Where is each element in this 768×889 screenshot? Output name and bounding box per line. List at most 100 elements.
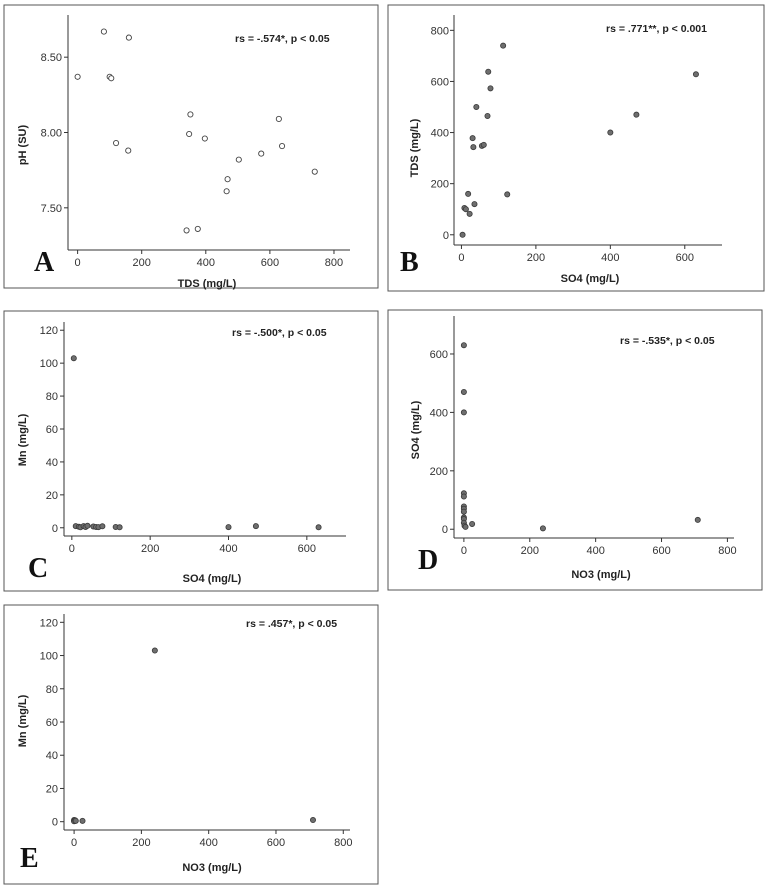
chart-a-point <box>186 130 193 138</box>
scatter-panel-e: 0 20 40 60 80 100 120 0 200 400 600 800 NO3 (mg/L) Mn… <box>0 596 384 889</box>
chart-c-point <box>225 524 232 531</box>
chart-c-x-tick-label: 0 <box>69 543 75 555</box>
chart-d-frame <box>387 309 763 591</box>
chart-a-y-tick-label: 8.00 <box>41 128 62 140</box>
chart-e-y-tick-label: 20 <box>46 783 58 795</box>
chart-b-point <box>469 135 476 142</box>
chart-a-point <box>187 111 194 118</box>
chart-b-x-axis-title: SO4 (mg/L) <box>561 273 620 285</box>
chart-d-x-tick-label: 200 <box>521 545 539 557</box>
chart-e-x-tick-label: 400 <box>200 837 218 849</box>
chart-a-point <box>74 73 81 80</box>
chart-b-point <box>633 111 640 118</box>
chart-e-point <box>79 817 86 824</box>
chart-e-x-tick-label: 600 <box>267 837 285 849</box>
chart-a-x-tick-label: 200 <box>133 257 151 269</box>
panel-label-c: C <box>28 553 49 584</box>
chart-b-y-tick-label: 600 <box>431 76 449 88</box>
chart-c-x-axis-title: SO4 (mg/L) <box>183 573 242 585</box>
chart-b-svg: 0 200 400 600 800 0 200 400 600 SO4 (mg/L) TDS (mg… <box>387 4 765 292</box>
chart-a-y-tick-label: 7.50 <box>41 203 62 215</box>
chart-a-x-tick-label: 400 <box>197 257 215 269</box>
chart-e-point <box>72 817 79 824</box>
chart-b-y-tick-label: 0 <box>443 230 449 242</box>
chart-c-y-tick-label: 100 <box>40 358 58 370</box>
chart-e-point <box>151 647 158 654</box>
chart-c-point <box>99 523 106 530</box>
chart-b-point <box>465 190 472 197</box>
chart-c-annotation: rs = -.500*, p < 0.05 <box>232 327 327 339</box>
chart-b-x-tick-label: 0 <box>458 252 464 264</box>
chart-d-y-tick-label: 400 <box>430 407 448 419</box>
chart-b-point <box>607 129 614 136</box>
chart-b-y-tick-label: 800 <box>431 25 449 37</box>
chart-a-point <box>279 143 286 150</box>
chart-a-point <box>311 168 318 175</box>
chart-b-frame <box>387 4 765 292</box>
chart-a-point <box>235 156 242 163</box>
chart-a-point <box>201 135 208 142</box>
chart-d-point <box>460 508 467 515</box>
chart-a-point <box>275 115 282 122</box>
chart-a-annotation: rs = -.574*, p < 0.05 <box>235 33 330 45</box>
chart-a-point <box>100 28 107 35</box>
chart-c-y-tick-label: 60 <box>46 424 58 436</box>
chart-e-annotation: rs = .457*, p < 0.05 <box>246 618 337 630</box>
chart-a-point <box>125 147 132 154</box>
chart-d-point <box>694 516 701 523</box>
chart-a-svg: 7.50 8.00 8.50 0 200 400 600 800 TDS (mg/L) pH (S… <box>3 4 379 290</box>
chart-d-x-axis-title: NO3 (mg/L) <box>571 569 631 581</box>
chart-e-svg: 0 20 40 60 80 100 120 0 200 400 600 800 NO3 (mg/L) Mn… <box>3 604 379 885</box>
chart-e-y-axis-title: Mn (mg/L) <box>17 694 29 747</box>
chart-b-point <box>487 85 494 92</box>
chart-a-point <box>125 34 132 41</box>
chart-c-y-axis-title: Mn (mg/L) <box>17 413 29 466</box>
chart-a-y-axis-title: pH (SU) <box>17 125 29 166</box>
chart-c-frame <box>3 310 379 592</box>
chart-b-point <box>500 42 507 49</box>
panel-label-a: A <box>34 247 55 278</box>
chart-c-y-tick-label: 40 <box>46 457 58 469</box>
chart-c-point <box>315 524 322 531</box>
chart-e-y-tick-label: 80 <box>46 684 58 696</box>
chart-b-point <box>470 144 477 151</box>
chart-e-y-tick-label: 0 <box>52 817 58 829</box>
chart-c-y-tick-label: 20 <box>46 490 58 502</box>
chart-b-point <box>466 210 473 217</box>
chart-d-point <box>460 388 467 395</box>
chart-d-x-tick-label: 400 <box>586 545 604 557</box>
chart-c-point <box>252 523 259 530</box>
chart-b-point <box>480 141 487 148</box>
chart-c-y-tick-label: 120 <box>40 325 58 337</box>
chart-d-y-tick-label: 0 <box>442 524 448 536</box>
scatter-panel-d: 0 200 400 600 0 200 400 600 800 NO3 (mg/L) SO4 (mg… <box>384 298 768 594</box>
chart-d-y-tick-label: 600 <box>430 349 448 361</box>
chart-a-point <box>224 176 231 183</box>
chart-d-point <box>539 525 546 532</box>
chart-c-svg: 0 20 40 60 80 100 120 0 200 400 600 SO4 (mg/L) Mn (m… <box>3 310 379 592</box>
chart-a-x-tick-label: 800 <box>325 257 343 269</box>
chart-d-y-axis-title: SO4 (mg/L) <box>410 400 422 459</box>
chart-c-y-tick-label: 80 <box>46 391 58 403</box>
chart-d-x-tick-label: 600 <box>652 545 670 557</box>
chart-b-annotation: rs = .771**, p < 0.001 <box>606 23 707 35</box>
chart-a-frame <box>3 4 379 289</box>
chart-a-point <box>108 75 115 82</box>
chart-c-point <box>70 355 77 362</box>
chart-e-y-tick-label: 60 <box>46 717 58 729</box>
scatter-panel-a: 7.50 8.00 8.50 0 200 400 600 800 TDS (mg/L) pH (S… <box>0 0 384 296</box>
chart-a-x-tick-label: 600 <box>261 257 279 269</box>
panel-label-e: E <box>20 843 39 874</box>
chart-b-point <box>459 231 466 238</box>
chart-b-y-axis-title: TDS (mg/L) <box>409 118 421 177</box>
chart-a-x-tick-label: 0 <box>75 257 81 269</box>
chart-b-point <box>471 201 478 208</box>
chart-d-point <box>460 409 467 416</box>
chart-b-x-tick-label: 600 <box>676 252 694 264</box>
chart-d-point <box>462 523 469 530</box>
chart-a-point <box>194 225 201 232</box>
chart-b-y-tick-label: 200 <box>431 179 449 191</box>
chart-b-point <box>473 104 480 111</box>
chart-a-y-tick-label: 8.50 <box>41 52 62 64</box>
chart-d-point <box>469 520 476 527</box>
